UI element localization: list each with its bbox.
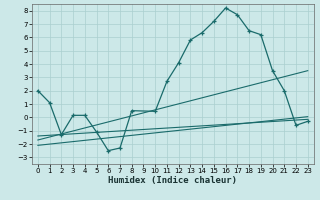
X-axis label: Humidex (Indice chaleur): Humidex (Indice chaleur) xyxy=(108,176,237,185)
